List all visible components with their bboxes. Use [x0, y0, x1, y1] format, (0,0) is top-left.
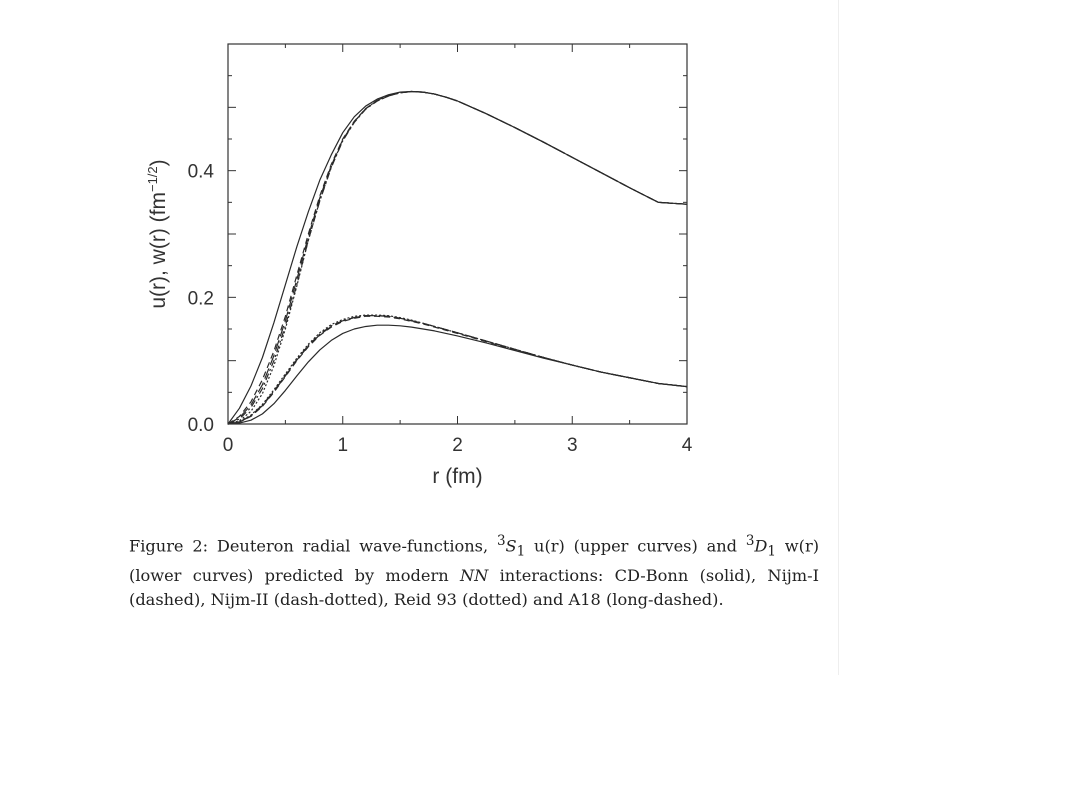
s-state-sub: 1: [516, 543, 526, 560]
u-curve-1: [227, 90, 688, 425]
figure-caption: Figure 2: Deuteron radial wave-functions…: [129, 529, 819, 612]
y-axis-label-close: ): [147, 159, 170, 166]
d-state-sub: 1: [767, 543, 776, 560]
w-curve-1: [227, 324, 688, 425]
u-curve-4: [227, 90, 688, 425]
x-tick-label: 2: [452, 435, 463, 456]
y-axis-label-exponent: −1/2: [145, 166, 160, 192]
caption-text-1: Deuteron radial wave-functions,: [208, 536, 497, 556]
caption-text-3: w(r) (lower curves) predicted by modern: [129, 536, 820, 585]
w-curve-4: [227, 314, 688, 425]
caption-text-2: u(r) (upper curves) and: [525, 536, 746, 556]
u-curve-2: [227, 90, 688, 425]
wave-function-chart: 0 1 2 3 4 0.0 0.2 0.4 r (fm) u(r), w(r) (fm−1/2…: [145, 43, 693, 488]
w-curve-3: [227, 315, 688, 425]
y-tick-label: 0.2: [188, 288, 214, 309]
x-tick-label: 1: [337, 435, 348, 456]
s-state-prefix: 3: [496, 533, 506, 549]
tick-labels: 0 1 2 3 4 0.0 0.2 0.4: [188, 162, 693, 456]
y-tick-label: 0.0: [188, 415, 214, 436]
d-state-prefix: 3: [745, 533, 755, 549]
caption-text-4: interactions: CD-Bonn (solid), Nijm-I (d…: [129, 565, 819, 609]
s-state-letter: S: [505, 536, 517, 556]
u-curve-5: [227, 90, 688, 425]
y-axis-label-main: u(r), w(r) (fm: [147, 192, 170, 309]
x-tick-label: 0: [223, 435, 234, 456]
y-axis-label: u(r), w(r) (fm−1/2): [145, 159, 170, 308]
u-curve-3: [227, 90, 688, 425]
plot-frame: [227, 43, 688, 425]
page-sheet: [838, 0, 839, 675]
x-tick-label: 4: [682, 435, 693, 456]
caption-figure-label: Figure 2:: [129, 536, 209, 556]
caption-nn: NN: [459, 565, 489, 585]
w-curve-5: [227, 315, 688, 425]
y-tick-label: 0.4: [188, 162, 215, 183]
curve-group: [227, 90, 688, 425]
x-tick-label: 3: [567, 435, 578, 456]
d-state-letter: D: [754, 536, 768, 556]
x-axis-label: r (fm): [432, 465, 482, 488]
